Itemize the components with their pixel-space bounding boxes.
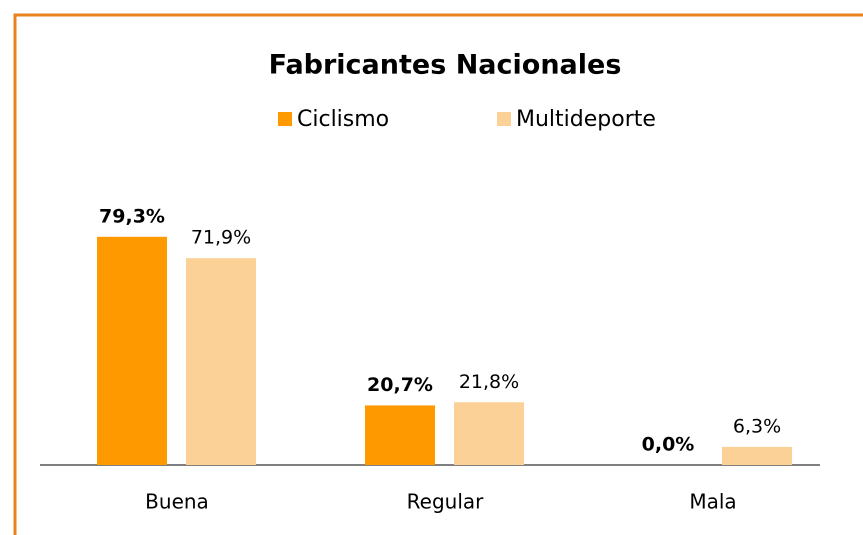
legend-swatch — [497, 112, 511, 126]
value-label: 6,3% — [733, 415, 781, 437]
x-tick-label: Buena — [145, 490, 209, 514]
bar — [365, 405, 435, 465]
bar — [454, 402, 524, 465]
bar — [97, 236, 167, 465]
legend-swatch — [278, 112, 292, 126]
value-label: 21,8% — [459, 371, 519, 393]
legend-label: Multideporte — [516, 107, 656, 132]
legend-label: Ciclismo — [297, 107, 389, 132]
value-label: 71,9% — [191, 227, 251, 249]
x-tick-label: Regular — [407, 490, 484, 514]
bar — [722, 446, 792, 465]
value-label: 0,0% — [642, 434, 695, 456]
chart-title: Fabricantes Nacionales — [269, 50, 622, 81]
value-label: 79,3% — [99, 205, 165, 227]
x-tick-label: Mala — [689, 490, 736, 514]
value-label: 20,7% — [367, 374, 433, 396]
bar — [186, 258, 256, 465]
